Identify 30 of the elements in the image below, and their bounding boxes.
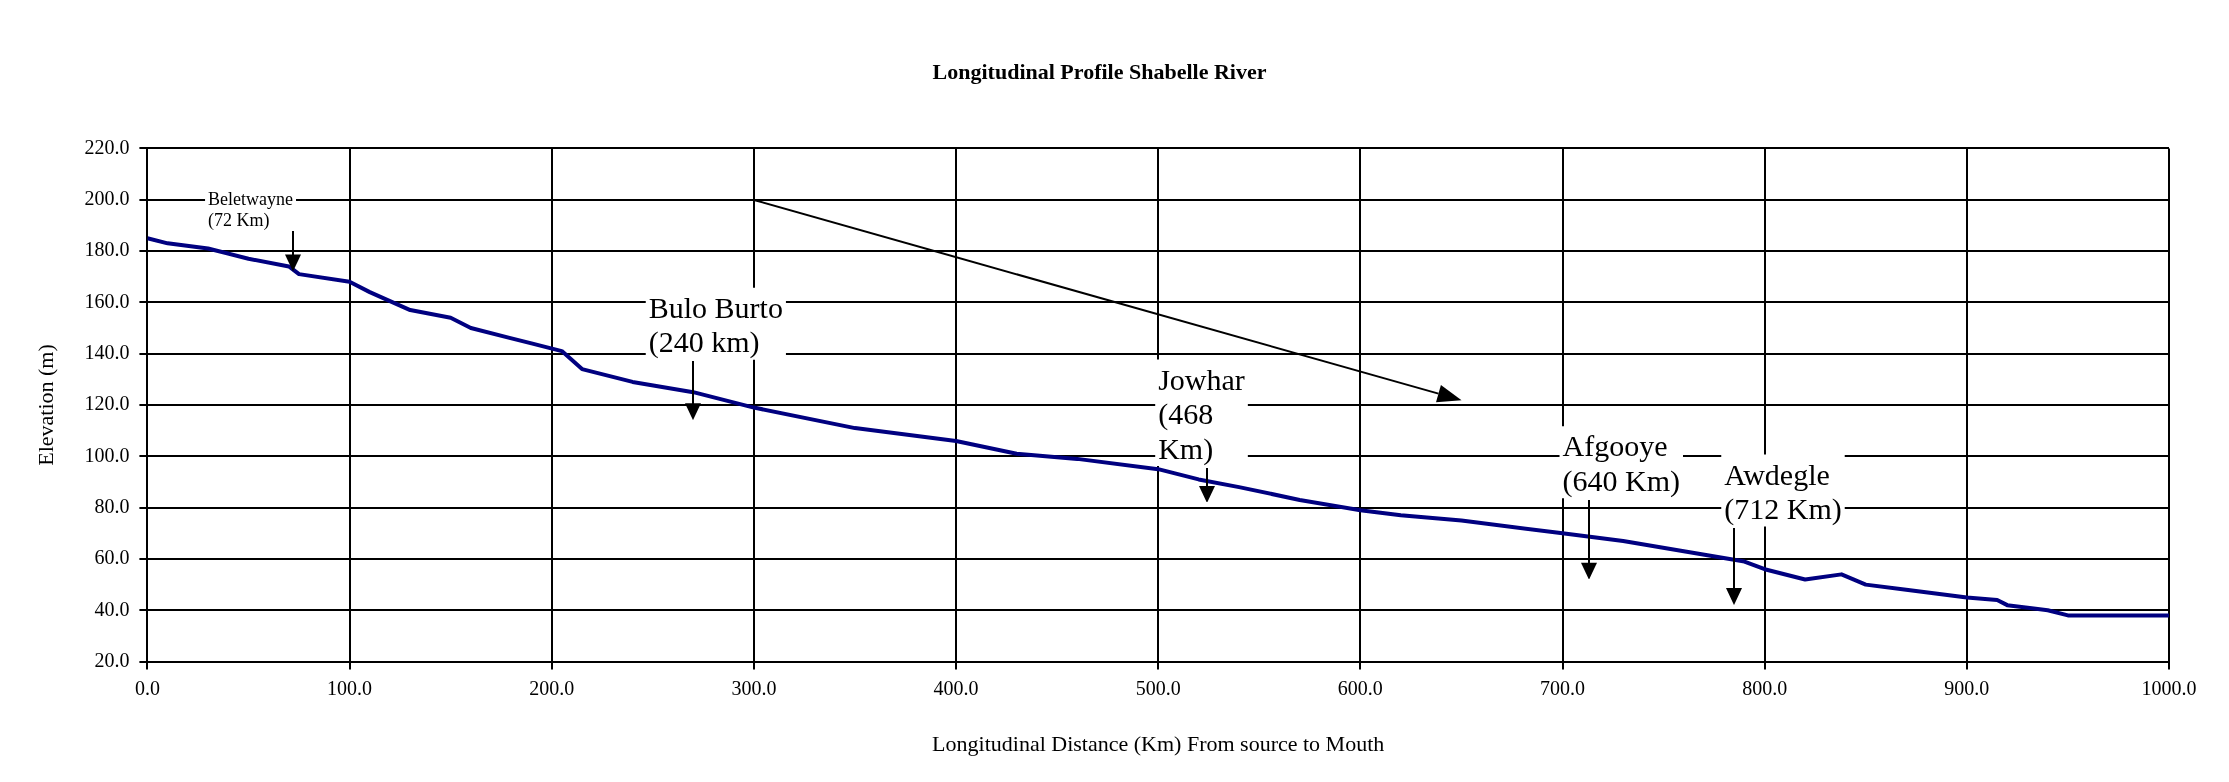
- y-tick-label: 160.0: [84, 289, 130, 312]
- annotation: Afgooye (640 Km): [1562, 429, 1680, 498]
- x-tick-label: 100.0: [327, 676, 373, 699]
- x-axis-title: Longitudinal Distance (Km) From source to Mouth: [932, 730, 1385, 756]
- y-tick-label: 200.0: [84, 186, 130, 209]
- y-tick-label: 80.0: [94, 494, 130, 517]
- annotation: Beletwayne (72 Km): [208, 188, 294, 231]
- y-tick-label: 140.0: [84, 340, 130, 363]
- y-tick-label: 220.0: [84, 135, 130, 158]
- x-tick-label: 400.0: [933, 676, 979, 699]
- x-tick-label: 200.0: [529, 676, 575, 699]
- x-tick-label: 0.0: [134, 676, 160, 699]
- x-tick-label: 300.0: [731, 676, 777, 699]
- y-tick-label: 180.0: [84, 238, 130, 261]
- y-tick-label: 60.0: [94, 546, 130, 569]
- x-tick-label: 1000.0: [2141, 676, 2197, 699]
- y-tick-label: 40.0: [94, 597, 130, 620]
- y-tick-label: 120.0: [84, 392, 130, 415]
- x-tick-label: 500.0: [1135, 676, 1181, 699]
- x-tick-label: 900.0: [1944, 676, 1990, 699]
- x-tick-label: 700.0: [1540, 676, 1586, 699]
- annotation: Jowhar (468 Km): [1158, 362, 1245, 466]
- chart-title: Longitudinal Profile Shabelle River: [932, 58, 1267, 84]
- y-tick-label: 100.0: [84, 443, 130, 466]
- y-axis-title: Elevation (m): [32, 344, 58, 466]
- annotation: Bulo Burto (240 km): [648, 290, 783, 360]
- y-tick-label: 20.0: [94, 648, 130, 671]
- annotation: Awdegle (712 Km): [1724, 457, 1842, 527]
- x-tick-label: 600.0: [1337, 676, 1383, 699]
- x-tick-label: 800.0: [1742, 676, 1788, 699]
